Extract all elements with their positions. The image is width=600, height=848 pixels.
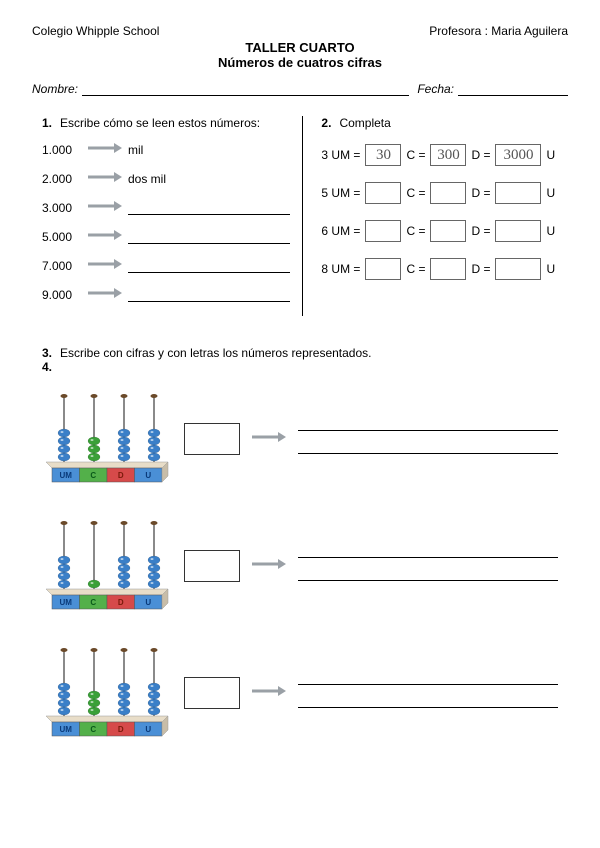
page-title: TALLER CUARTO	[32, 40, 568, 55]
q2-um-label: 8 UM =	[321, 262, 360, 276]
svg-text:U: U	[145, 471, 151, 480]
abacus-exercise: UM C D U	[42, 515, 558, 616]
q2-d-box[interactable]: 300	[430, 144, 466, 166]
q1-number-value: 5.000	[42, 230, 82, 244]
arrow-icon	[88, 287, 122, 302]
q2-u-box[interactable]	[495, 220, 541, 242]
svg-text:D: D	[118, 471, 124, 480]
q1-row: 7.000	[42, 258, 290, 273]
q2-u-label: U	[546, 186, 555, 200]
page-subtitle: Números de cuatros cifras	[32, 55, 568, 70]
q1-answer-line[interactable]	[128, 230, 290, 244]
abacus-icon: UM C D U	[42, 642, 172, 743]
svg-text:C: C	[90, 725, 96, 734]
q3-text: Escribe con cifras y con letras los núme…	[60, 346, 371, 360]
q2-row: 5 UM = C = D = U	[321, 182, 558, 204]
arrow-icon	[252, 685, 286, 700]
q1-row: 2.000 dos mil	[42, 171, 290, 186]
q2-u-box[interactable]	[495, 258, 541, 280]
q2-um-label: 5 UM =	[321, 186, 360, 200]
q1-number-value: 3.000	[42, 201, 82, 215]
arrow-icon	[252, 431, 286, 446]
q2-d-box[interactable]	[430, 258, 466, 280]
q1-number-value: 1.000	[42, 143, 82, 157]
abacus-exercise: UM C D U	[42, 642, 558, 743]
q2-c-box[interactable]	[365, 220, 401, 242]
arrow-icon	[88, 171, 122, 186]
word-answer-lines[interactable]	[298, 424, 558, 454]
q1-word: dos mil	[128, 172, 166, 186]
q1-word: mil	[128, 143, 143, 157]
q1-row: 3.000	[42, 200, 290, 215]
q2-c-box[interactable]	[365, 258, 401, 280]
q2-um-label: 6 UM =	[321, 224, 360, 238]
arrow-icon	[88, 142, 122, 157]
svg-text:UM: UM	[60, 598, 73, 607]
q1-answer-line[interactable]	[128, 259, 290, 273]
q2-row: 6 UM = C = D = U	[321, 220, 558, 242]
q2-text: Completa	[339, 116, 390, 130]
name-input-line[interactable]	[82, 95, 409, 96]
q2-row: 3 UM = 30 C = 300 D = 3000 U	[321, 144, 558, 166]
svg-text:UM: UM	[60, 725, 73, 734]
q2-d-label: D =	[471, 148, 490, 162]
q2-u-label: U	[546, 148, 555, 162]
q1-answer-line[interactable]	[128, 201, 290, 215]
q2-d-label: D =	[471, 262, 490, 276]
svg-text:UM: UM	[60, 471, 73, 480]
abacus-exercise: UM C D U	[42, 388, 558, 489]
abacus-icon: UM C D U	[42, 388, 172, 489]
svg-text:U: U	[145, 725, 151, 734]
word-answer-lines[interactable]	[298, 551, 558, 581]
svg-text:C: C	[90, 598, 96, 607]
q1-number: 1.	[42, 116, 52, 130]
date-label: Fecha:	[417, 82, 454, 96]
arrow-icon	[88, 200, 122, 215]
digit-answer-box[interactable]	[184, 423, 240, 455]
q2-c-label: C =	[406, 186, 425, 200]
name-label: Nombre:	[32, 82, 78, 96]
abacus-icon: UM C D U	[42, 515, 172, 616]
arrow-icon	[252, 558, 286, 573]
school-name: Colegio Whipple School	[32, 24, 159, 38]
q2-um-label: 3 UM =	[321, 148, 360, 162]
q2-c-label: C =	[406, 224, 425, 238]
q2-d-label: D =	[471, 186, 490, 200]
q2-number: 2.	[321, 116, 331, 130]
q2-c-box[interactable]: 30	[365, 144, 401, 166]
q2-c-label: C =	[406, 262, 425, 276]
svg-text:U: U	[145, 598, 151, 607]
q1-answer-line[interactable]	[128, 288, 290, 302]
q2-c-label: C =	[406, 148, 425, 162]
q1-row: 5.000	[42, 229, 290, 244]
q2-row: 8 UM = C = D = U	[321, 258, 558, 280]
svg-text:D: D	[118, 725, 124, 734]
teacher-name: Profesora : Maria Aguilera	[429, 24, 568, 38]
q4-number: 4.	[42, 360, 52, 374]
q2-u-box[interactable]	[495, 182, 541, 204]
q1-row: 9.000	[42, 287, 290, 302]
q1-text: Escribe cómo se leen estos números:	[60, 116, 260, 130]
q1-number-value: 7.000	[42, 259, 82, 273]
svg-text:D: D	[118, 598, 124, 607]
q2-u-label: U	[546, 262, 555, 276]
q2-d-box[interactable]	[430, 182, 466, 204]
digit-answer-box[interactable]	[184, 677, 240, 709]
date-input-line[interactable]	[458, 95, 568, 96]
q2-u-label: U	[546, 224, 555, 238]
q1-row: 1.000 mil	[42, 142, 290, 157]
q2-c-box[interactable]	[365, 182, 401, 204]
svg-text:C: C	[90, 471, 96, 480]
q1-number-value: 9.000	[42, 288, 82, 302]
digit-answer-box[interactable]	[184, 550, 240, 582]
arrow-icon	[88, 229, 122, 244]
q2-d-box[interactable]	[430, 220, 466, 242]
q2-d-label: D =	[471, 224, 490, 238]
q3-number: 3.	[42, 346, 52, 360]
q2-u-box[interactable]: 3000	[495, 144, 541, 166]
arrow-icon	[88, 258, 122, 273]
q1-number-value: 2.000	[42, 172, 82, 186]
word-answer-lines[interactable]	[298, 678, 558, 708]
